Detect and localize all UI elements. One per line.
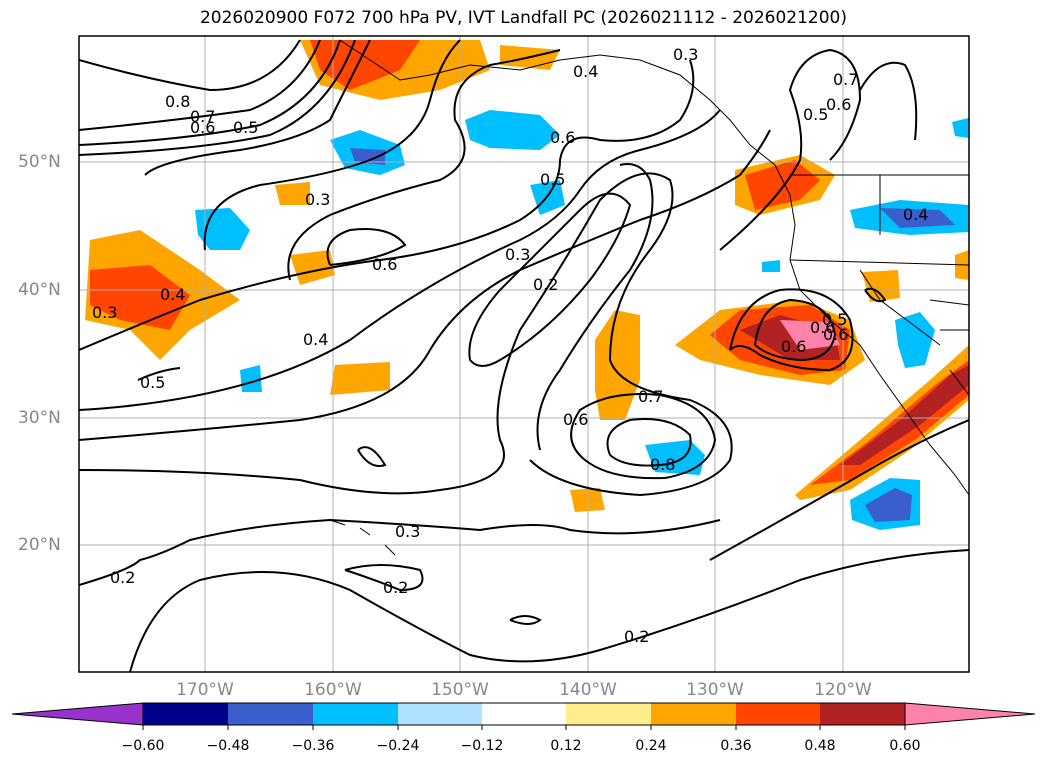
contour-label: 0.6 (563, 410, 588, 429)
pv-contours (79, 39, 969, 672)
lat-label: 50°N (18, 152, 61, 172)
pv-negative-region (465, 110, 560, 150)
contour-label: 0.5 (233, 118, 258, 137)
pv-negative-region (880, 208, 955, 228)
lon-label: 130°W (686, 680, 744, 700)
contour-label: 0.6 (810, 318, 835, 337)
contour-label: 0.3 (505, 245, 530, 264)
colorbar-tick-label: 0.24 (635, 738, 667, 754)
colorbar-extend-high (904, 702, 1036, 726)
contour-label: 0.4 (573, 62, 598, 81)
pv-positive-region (795, 345, 969, 500)
colorbar-swatch (313, 703, 398, 725)
contour-label: 0.2 (624, 627, 649, 646)
colorbar-swatch (566, 703, 651, 725)
pv-positive-region (780, 320, 840, 350)
contour-label: 0.6 (550, 128, 575, 147)
contour-label: 0.3 (92, 303, 117, 322)
lon-label: 140°W (559, 680, 617, 700)
pv-positive-region (745, 160, 820, 210)
contour-label: 0.6 (823, 325, 848, 344)
pv-negative-region (762, 260, 780, 272)
colorbar-tick-label: −0.24 (376, 738, 420, 754)
colorbar-tick-label: −0.12 (460, 738, 504, 754)
pv-positive-region (290, 250, 335, 285)
colorbar-swatch (143, 703, 228, 725)
contour-label: 0.7 (833, 70, 858, 89)
contour-label: 0.3 (395, 522, 420, 541)
lat-label: 20°N (18, 535, 61, 555)
colorbar-tick-label: 0.36 (720, 738, 752, 754)
colorbar (11, 702, 1036, 730)
colorbar-tick-label: 0.12 (550, 738, 582, 754)
pv-negative-region (895, 312, 935, 368)
contour-label: 0.4 (903, 205, 928, 224)
contour-label: 0.6 (190, 118, 215, 137)
plot-frame (78, 35, 970, 673)
contour-label: 0.7 (638, 387, 663, 406)
pv-positive-region (840, 365, 969, 465)
coastlines (329, 39, 969, 556)
contour-label: 0.2 (383, 578, 408, 597)
pv-negative-region (952, 118, 969, 138)
colorbar-swatch (820, 703, 905, 725)
contour-label: 0.2 (533, 275, 558, 294)
contour-label: 0.2 (110, 568, 135, 587)
contour-label: 0.7 (190, 107, 215, 126)
colorbar-swatch (651, 703, 736, 725)
colorbar-tick-label: −0.60 (121, 738, 165, 754)
pv-positive-region (595, 310, 640, 420)
contour-label: 0.4 (160, 285, 185, 304)
pv-negative-region (195, 208, 250, 250)
contour-label: 0.8 (165, 92, 190, 111)
lon-label: 160°W (304, 680, 362, 700)
map-title: 2026020900 F072 700 hPa PV, IVT Landfall… (199, 8, 847, 28)
colorbar-tick-label: 0.60 (889, 738, 921, 754)
pv-negative-region (865, 488, 912, 522)
contour-label: 0.5 (803, 105, 828, 124)
contour-label: 0.5 (140, 373, 165, 392)
lat-label: 30°N (18, 408, 61, 428)
pv-positive-region (275, 182, 310, 205)
lon-label: 170°W (176, 680, 234, 700)
pv-negative-region (240, 365, 262, 392)
colorbar-swatch (482, 703, 566, 725)
lat-label: 40°N (18, 280, 61, 300)
contour-label: 0.5 (822, 310, 847, 329)
colorbar-tick-label: −0.36 (291, 738, 335, 754)
lon-label: 150°W (431, 680, 489, 700)
contour-label: 0.3 (673, 45, 698, 64)
contour-label: 0.3 (305, 190, 330, 209)
contour-label: 0.6 (826, 95, 851, 114)
contour-label: 0.6 (781, 337, 806, 356)
lon-label: 120°W (814, 680, 872, 700)
contour-label: 0.8 (650, 455, 675, 474)
colorbar-swatch (398, 703, 482, 725)
colorbar-swatch (228, 703, 313, 725)
pv-positive-region (862, 270, 900, 302)
contour-label: 0.5 (540, 170, 565, 189)
contour-labels: 0.8 0.7 0.6 0.5 0.3 0.4 0.6 0.3 0.6 0.5 … (92, 45, 928, 646)
pv-positive-region (330, 362, 390, 395)
pv-negative-region (350, 148, 385, 165)
shaded-anomalies (85, 40, 969, 530)
colorbar-tick-label: 0.48 (804, 738, 836, 754)
pv-positive-region (810, 360, 969, 485)
colorbar-swatch (736, 703, 820, 725)
contour-label: 0.4 (303, 330, 328, 349)
colorbar-extend-low (11, 702, 144, 726)
colorbar-tick-label: −0.48 (206, 738, 250, 754)
contour-label: 0.6 (372, 255, 397, 274)
